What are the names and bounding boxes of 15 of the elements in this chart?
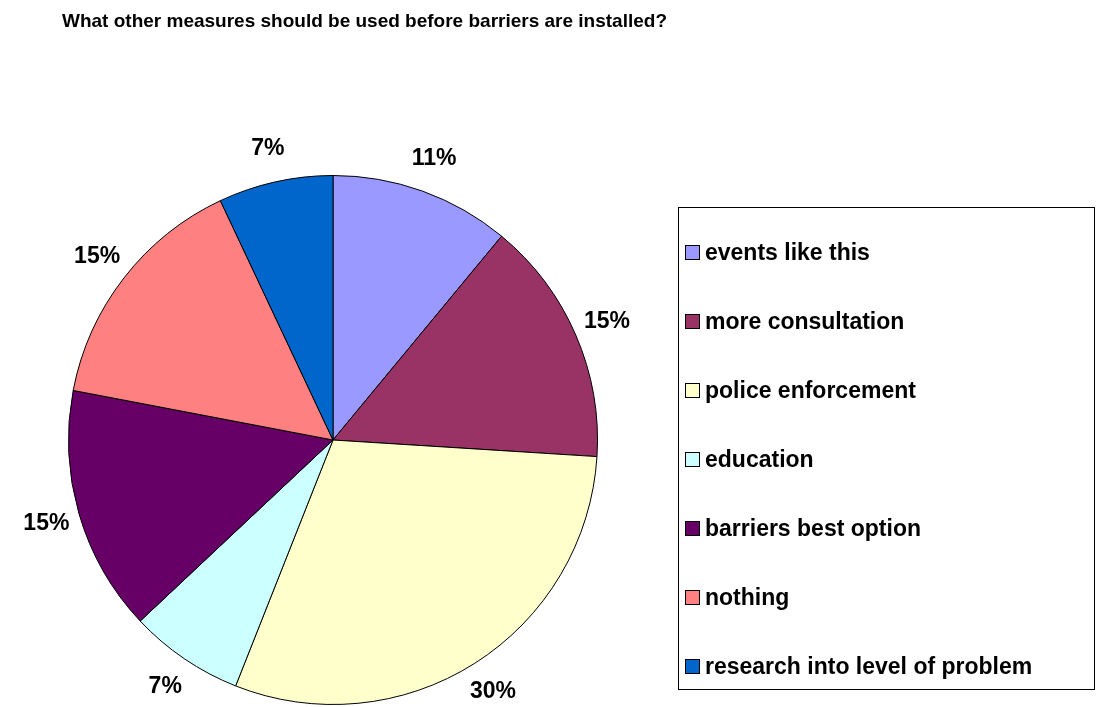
chart-title: What other measures should be used before barriers are installed? (62, 10, 668, 32)
data-label: 15% (74, 242, 121, 269)
data-label: 11% (411, 144, 457, 171)
data-label: 15% (583, 306, 630, 333)
legend-label: barriers best option (705, 515, 921, 542)
legend-label: police enforcement (705, 377, 916, 404)
data-label: 7% (148, 672, 182, 699)
data-label: 7% (251, 134, 285, 161)
legend-label: nothing (705, 584, 790, 611)
data-label: 15% (23, 508, 70, 535)
data-label: 30% (469, 677, 516, 704)
legend-label: research into level of problem (705, 653, 1033, 680)
legend-label: events like this (705, 239, 870, 266)
legend-label: more consultation (705, 308, 905, 335)
legend-label: education (705, 446, 814, 473)
